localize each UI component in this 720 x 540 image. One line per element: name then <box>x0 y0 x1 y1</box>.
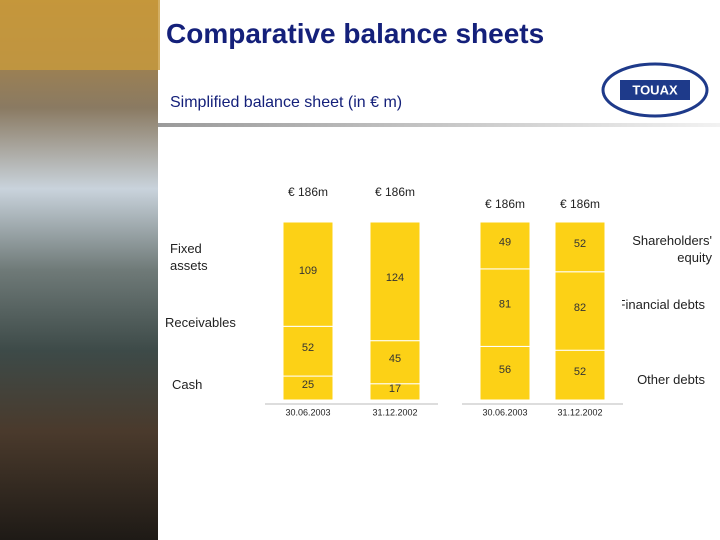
series-label: Receivables <box>165 315 236 330</box>
total-label: € 186m <box>288 185 328 199</box>
bar-segment <box>479 268 531 347</box>
bar-segment <box>554 271 606 351</box>
value-label: 52 <box>574 366 586 378</box>
bar-segment <box>369 221 421 342</box>
value-label: 45 <box>389 353 401 365</box>
total-label: € 186m <box>560 197 600 211</box>
bar-segment <box>282 325 334 377</box>
x-tick-label: 30.06.2003 <box>285 407 330 417</box>
photo-strip <box>0 0 158 540</box>
x-tick-label: 31.12.2002 <box>372 407 417 417</box>
value-label: 109 <box>299 265 317 277</box>
x-tick-label: 31.12.2002 <box>557 407 602 417</box>
bar-segment <box>479 221 531 270</box>
value-label: 17 <box>389 383 401 395</box>
photo-crane <box>0 0 160 70</box>
value-label: 82 <box>574 302 586 314</box>
series-label: Other debts <box>637 372 705 387</box>
value-label: 52 <box>302 342 314 354</box>
series-label: Fixed assets <box>170 241 208 273</box>
value-label: 52 <box>574 238 586 250</box>
charts: 25 52 109 € 186m 30.06.2003 17 45 124 € 186m 31.1… <box>265 185 623 417</box>
divider <box>158 123 720 127</box>
bar-segment <box>554 221 606 273</box>
series-label: Shareholders' equity <box>632 233 712 265</box>
x-tick-label: 30.06.2003 <box>482 407 527 417</box>
total-label: € 186m <box>375 185 415 199</box>
logo-text: TOUAX <box>632 82 678 97</box>
value-label: 25 <box>302 379 314 391</box>
value-label: 124 <box>386 272 404 284</box>
bar-segment <box>282 221 334 327</box>
series-label: Financial debts <box>622 297 705 312</box>
value-label: 81 <box>499 299 511 311</box>
value-label: 56 <box>499 364 511 376</box>
series-label: Cash <box>172 377 203 392</box>
title: Comparative balance sheets <box>166 18 545 49</box>
value-label: 49 <box>499 236 511 248</box>
total-label: € 186m <box>485 197 525 211</box>
bar-segment <box>369 340 421 385</box>
logo-bar <box>620 80 690 100</box>
bar-segment <box>479 345 531 401</box>
subtitle: Simplified balance sheet (in € m) <box>170 94 403 111</box>
